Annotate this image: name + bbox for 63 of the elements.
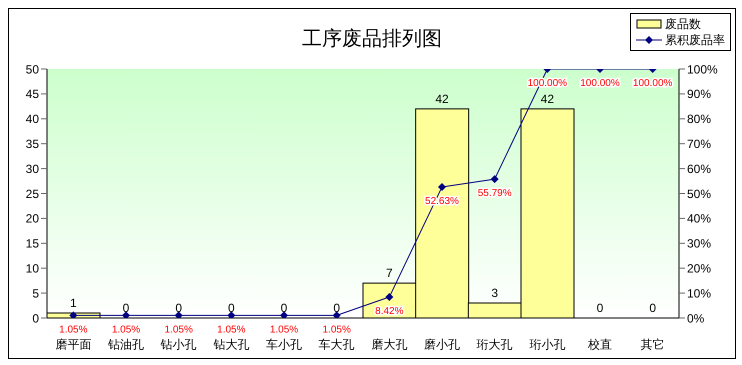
data-label: 7 [386, 266, 393, 280]
legend-label: 累积废品率 [665, 32, 725, 48]
y-tick-label: 45 [26, 87, 40, 102]
data-label: 8.42% [375, 306, 404, 318]
x-tick-label: 磨小孔 [424, 338, 460, 352]
y2-tick-label: 40% [687, 212, 712, 226]
x-tick-label: 车小孔 [266, 338, 302, 352]
y2-tick-label: 0% [687, 311, 705, 326]
data-label: 3 [491, 286, 498, 300]
point [490, 175, 499, 184]
data-label: 0 [228, 301, 235, 315]
x-tick-label: 其它 [640, 338, 665, 352]
y2-tick-label: 30% [687, 236, 712, 251]
data-label: 1.05% [112, 324, 140, 336]
legend-label: 废品数 [665, 16, 701, 32]
y-tick-label: 30 [26, 162, 40, 176]
x-tick-label: 车大孔 [318, 338, 355, 352]
y2-tick-label: 70% [687, 136, 712, 151]
data-label: 1.05% [164, 324, 193, 336]
data-label: 55.79% [478, 188, 512, 200]
data-label: 100.00% [632, 78, 673, 90]
y-tick-label: 35 [26, 136, 40, 151]
data-label: 0 [175, 301, 182, 315]
data-label: 1 [70, 296, 77, 310]
data-label: 0 [596, 301, 604, 315]
x-tick-label: 校直 [587, 338, 612, 352]
x-tick-label: 钻油孔 [107, 338, 144, 352]
point [385, 293, 394, 302]
chart-title: 工序废品排列图 [302, 26, 442, 50]
x-tick-label: 钻大孔 [212, 338, 250, 352]
y-tick-label: 0 [32, 311, 40, 326]
y-tick-label: 25 [26, 186, 40, 201]
x-tick-label: 珩大孔 [476, 338, 513, 352]
point [69, 311, 78, 318]
y-tick-label: 50 [26, 62, 40, 76]
data-label: 42 [540, 92, 554, 106]
y2-tick-label: 100% [687, 62, 718, 76]
y-tick-label: 15 [26, 236, 40, 251]
data-label: 0 [649, 301, 656, 315]
data-label: 100.00% [580, 78, 620, 90]
y-tick-label: 20 [26, 212, 40, 226]
data-label: 1.05% [322, 324, 351, 336]
data-label: 0 [280, 301, 288, 315]
point [438, 182, 446, 191]
data-label: 1.05% [270, 324, 298, 336]
y-tick-label: 5 [32, 286, 40, 300]
y2-tick-label: 10% [687, 286, 712, 300]
x-tick-label: 磨大孔 [371, 338, 408, 352]
y2-tick-label: 80% [687, 112, 712, 126]
data-label: 1.05% [59, 324, 88, 336]
y2-tick-label: 50% [687, 186, 712, 201]
y2-tick-label: 90% [687, 87, 712, 102]
x-tick-label: 钻小孔 [160, 338, 197, 352]
y2-tick-label: 60% [687, 162, 712, 176]
data-label: 42 [435, 92, 449, 106]
y-tick-label: 10 [26, 261, 40, 276]
data-label: 0 [333, 301, 340, 315]
x-tick-label: 珩小孔 [529, 338, 566, 352]
x-tick-label: 磨平面 [55, 338, 92, 352]
data-label: 0 [122, 301, 130, 315]
y2-tick-label: 20% [687, 261, 712, 276]
y-tick-label: 40 [26, 112, 40, 126]
data-label: 1.05% [217, 324, 246, 336]
